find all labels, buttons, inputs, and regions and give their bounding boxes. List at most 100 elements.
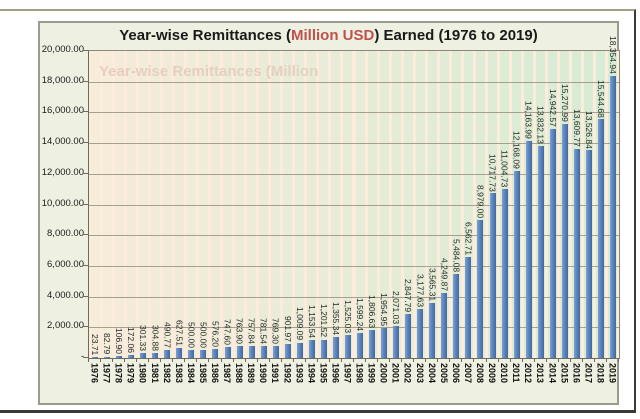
x-axis-label-2002: 2002 (402, 363, 413, 384)
x-axis-label-2004: 2004 (426, 363, 437, 384)
x-axis-tick (160, 358, 162, 362)
value-label-1988: 763.90 (234, 318, 245, 345)
y-axis-label: 18,000.00 (41, 74, 84, 86)
value-label-1984: 500.00 (186, 322, 197, 349)
x-axis-tick (268, 358, 270, 362)
x-axis-label-1985: 1985 (197, 363, 208, 384)
bar-1988 (236, 346, 243, 358)
bar-2014 (549, 128, 556, 358)
x-axis-label-2012: 2012 (523, 363, 534, 384)
y-axis-tick (83, 111, 88, 113)
gridline (89, 143, 619, 145)
bar-2011 (513, 171, 520, 358)
x-axis-tick (377, 358, 379, 362)
y-axis-label: 20,000.00 (41, 44, 84, 55)
x-axis-label-2008: 2008 (474, 363, 485, 384)
x-axis-label-1995: 1995 (318, 363, 329, 384)
value-label-2018: 15,544.68 (595, 79, 606, 118)
value-label-2012: 14,163.99 (523, 100, 534, 139)
x-axis-label-2006: 2006 (450, 363, 461, 384)
x-axis-tick (280, 358, 282, 362)
x-axis-tick (533, 358, 535, 362)
bar-1987 (224, 346, 231, 358)
bar-1994 (308, 340, 315, 358)
value-label-2008: 8,979.00 (475, 185, 486, 219)
x-axis-tick (316, 358, 318, 362)
y-axis-tick (83, 264, 88, 266)
x-axis-label-1988: 1988 (234, 363, 245, 384)
bar-2007 (465, 257, 472, 358)
x-axis-label-2000: 2000 (378, 363, 389, 384)
x-axis-tick (292, 358, 294, 362)
bar-1980 (140, 353, 147, 358)
y-axis-tick (83, 357, 88, 358)
value-label-1989: 757.84 (246, 318, 257, 345)
x-axis-label-2003: 2003 (414, 363, 425, 384)
x-axis-label-2018: 2018 (595, 363, 606, 384)
x-axis-label-2001: 2001 (390, 363, 401, 384)
x-axis-tick (136, 358, 138, 362)
x-axis-tick (425, 358, 427, 362)
bar-2004 (429, 303, 436, 358)
bar-1976 (92, 357, 99, 358)
x-axis-tick (389, 358, 391, 362)
chart-title-suffix: ) Earned (1976 to 2019) (374, 27, 538, 44)
y-axis-tick (83, 80, 88, 82)
x-axis-tick (256, 358, 258, 362)
value-label-1991: 769.30 (270, 318, 281, 345)
x-axis-label-2011: 2011 (511, 363, 522, 383)
x-axis-tick (569, 358, 571, 362)
value-label-1996: 1,355.34 (330, 302, 341, 336)
value-label-2019: 18,354.94 (607, 36, 618, 75)
gridline (89, 235, 619, 237)
x-axis-tick (449, 358, 451, 362)
bar-2005 (441, 292, 448, 358)
bar-1981 (152, 353, 159, 358)
value-label-2005: 4,249.87 (439, 257, 450, 291)
x-axis-label-1984: 1984 (185, 363, 196, 384)
gridline (89, 204, 619, 206)
y-axis-tick (83, 234, 88, 236)
x-axis-tick (618, 358, 619, 362)
y-axis-label: 16,000.00 (41, 105, 84, 117)
gridline (89, 265, 619, 267)
x-axis-tick (196, 358, 198, 362)
value-label-1990: 781.54 (258, 318, 269, 345)
x-axis-tick (365, 358, 367, 362)
x-axis-label-1980: 1980 (137, 363, 148, 384)
bar-2002 (405, 314, 412, 358)
x-axis-tick (401, 358, 403, 362)
x-axis-label-1982: 1982 (161, 363, 172, 384)
value-label-1992: 901.97 (282, 316, 293, 343)
y-axis-label: 6,000.00 (47, 258, 84, 270)
y-axis-tick (83, 203, 88, 205)
gridline (89, 81, 619, 83)
x-axis-label-1986: 1986 (209, 363, 220, 384)
x-axis-tick (340, 358, 342, 362)
x-axis-tick (545, 358, 547, 362)
bar-2018 (597, 119, 604, 358)
gridline (89, 112, 619, 114)
x-axis-tick (328, 358, 330, 362)
bar-1998 (357, 333, 364, 358)
value-label-2013: 13,832.13 (535, 105, 546, 144)
y-axis-label: 12,000.00 (41, 166, 84, 178)
x-axis-label-1977: 1977 (101, 363, 112, 384)
x-axis-label-2013: 2013 (535, 363, 546, 384)
x-axis-label-2015: 2015 (559, 363, 570, 384)
value-label-1987: 747.60 (222, 318, 233, 345)
x-axis-tick (124, 358, 126, 362)
bar-1986 (212, 349, 219, 358)
x-axis-label-1990: 1990 (258, 363, 269, 384)
x-axis-label-2010: 2010 (499, 363, 510, 384)
value-label-2016: 13,609.77 (571, 109, 582, 148)
x-axis-tick (413, 358, 415, 362)
bar-2013 (537, 145, 544, 358)
x-axis-label-2005: 2005 (438, 363, 449, 384)
value-label-1998: 1,599.24 (355, 298, 366, 332)
value-label-1986: 576.20 (210, 321, 221, 348)
value-label-2010: 11,004.73 (499, 149, 510, 188)
x-axis-tick (509, 358, 511, 362)
x-axis-tick (184, 358, 186, 362)
y-axis-tick (83, 142, 88, 144)
